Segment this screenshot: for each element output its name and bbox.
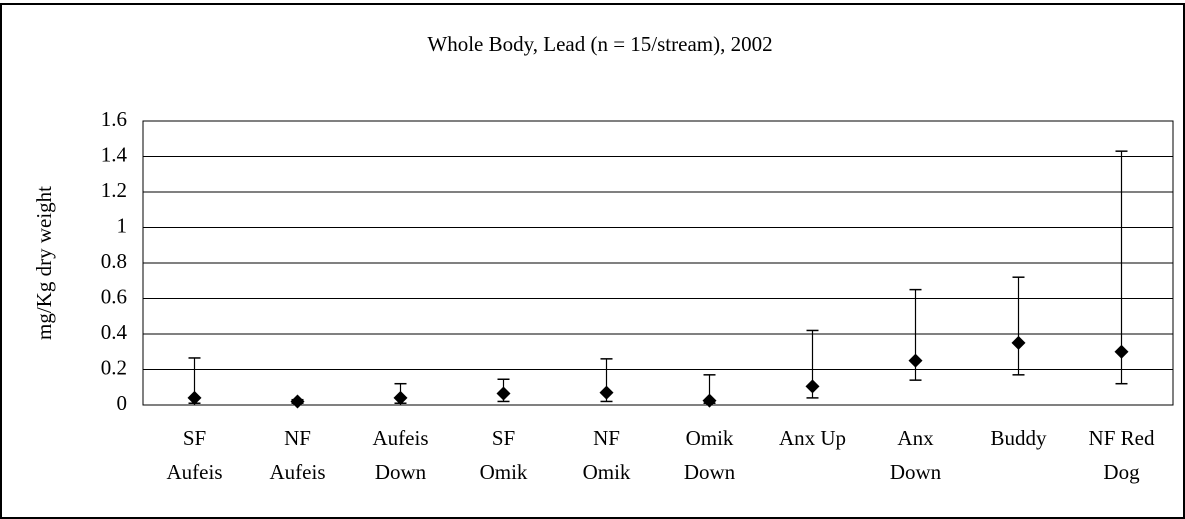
x-tick-label: Aufeis — [270, 460, 326, 484]
x-tick-label: Omik — [480, 460, 528, 484]
y-tick-label: 1.6 — [101, 107, 127, 131]
x-tick-label: Aufeis — [167, 460, 223, 484]
x-tick-label: Aufeis — [373, 426, 429, 450]
data-point — [393, 390, 408, 405]
y-tick-label: 1 — [117, 213, 128, 237]
x-tick-label: NF — [284, 426, 311, 450]
data-point — [599, 385, 614, 400]
x-tick-label: Omik — [686, 426, 734, 450]
x-tick-label: SF — [183, 426, 206, 450]
y-axis-label: mg/Kg dry weight — [32, 186, 56, 340]
y-tick-label: 1.4 — [101, 142, 128, 166]
data-point — [805, 379, 820, 394]
x-tick-label: Dog — [1103, 460, 1140, 484]
x-tick-label: Down — [890, 460, 942, 484]
y-tick-label: 0.4 — [101, 320, 128, 344]
x-tick-label: Down — [375, 460, 427, 484]
x-tick-label: NF Red — [1089, 426, 1155, 450]
data-point — [1011, 335, 1026, 350]
y-tick-label: 1.2 — [101, 178, 127, 202]
x-tick-label: Anx Up — [779, 426, 846, 450]
x-tick-label: Omik — [583, 460, 631, 484]
plot-frame — [142, 120, 1174, 406]
chart-frame — [0, 3, 1185, 519]
y-tick-label: 0 — [117, 391, 128, 415]
x-tick-label: Anx — [897, 426, 934, 450]
data-point — [702, 393, 717, 408]
y-tick-label: 0.2 — [101, 355, 127, 379]
x-tick-label: NF — [593, 426, 620, 450]
data-point — [187, 390, 202, 405]
data-point — [1114, 344, 1129, 359]
data-point — [908, 353, 923, 368]
x-tick-label: Down — [684, 460, 736, 484]
x-tick-label: SF — [492, 426, 515, 450]
y-tick-label: 0.6 — [101, 284, 127, 308]
x-tick-label: Buddy — [990, 426, 1047, 450]
data-point — [496, 386, 511, 401]
y-tick-label: 0.8 — [101, 249, 127, 273]
chart-title: Whole Body, Lead (n = 15/stream), 2002 — [427, 32, 772, 56]
data-point — [290, 394, 305, 409]
